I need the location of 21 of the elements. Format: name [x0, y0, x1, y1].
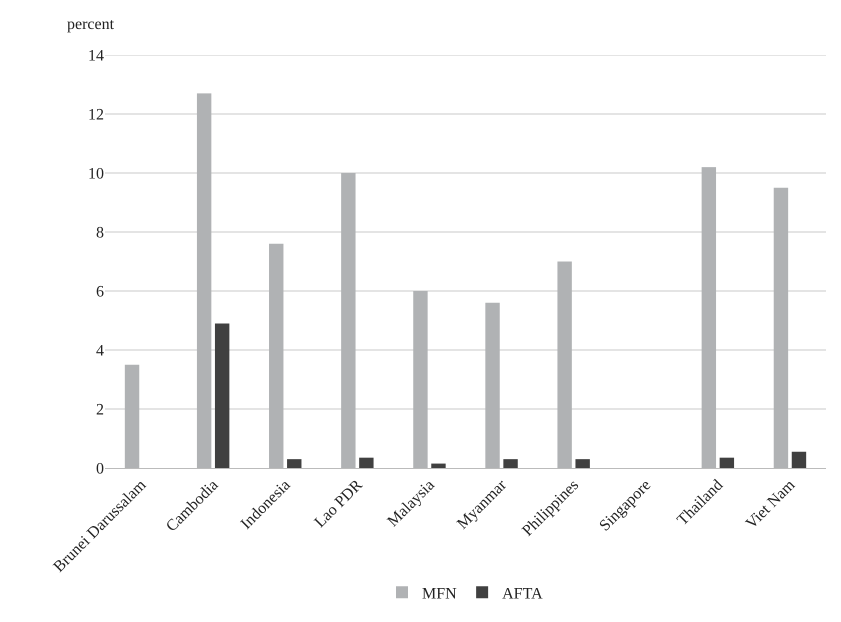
- bar: [575, 459, 590, 468]
- y-tick-label: 12: [88, 106, 104, 124]
- y-tick-label: 0: [96, 460, 104, 478]
- bar: [359, 458, 374, 468]
- bar: [431, 464, 446, 468]
- y-tick-label: 6: [96, 284, 104, 301]
- x-tick-label: Lao PDR: [311, 476, 366, 532]
- y-tick-label: 4: [96, 342, 104, 360]
- y-tick-label: 14: [88, 48, 104, 65]
- bar: [214, 323, 230, 468]
- y-tick-label: 10: [88, 166, 104, 183]
- bar: [287, 459, 302, 468]
- bar: [792, 452, 806, 468]
- y-tick-label: 8: [96, 224, 104, 242]
- y-tick-label: 2: [96, 402, 104, 419]
- legend-label: AFTA: [502, 586, 544, 603]
- bar: [720, 458, 734, 468]
- y-axis-title: percent: [67, 16, 115, 33]
- x-tick-label: Viet Nam: [742, 476, 799, 532]
- legend-label: MFN: [422, 586, 458, 603]
- bar: [503, 459, 518, 468]
